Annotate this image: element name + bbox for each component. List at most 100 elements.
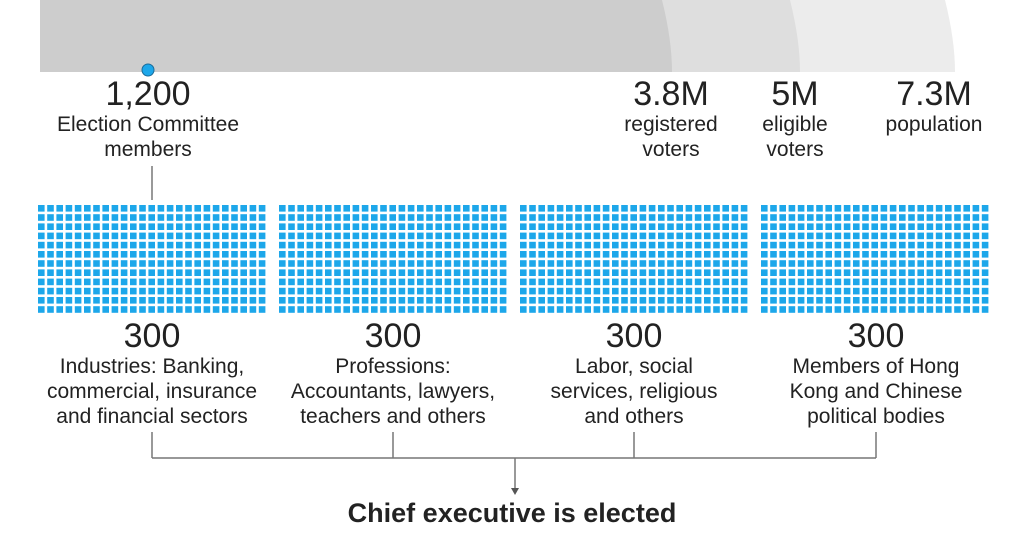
- member-square: [297, 223, 304, 230]
- member-square: [279, 241, 286, 249]
- member-square: [880, 223, 888, 230]
- member-square: [325, 278, 332, 286]
- member-square: [371, 232, 378, 240]
- member-square: [352, 260, 360, 267]
- stat-label: eligible voters: [762, 113, 828, 161]
- member-square: [945, 306, 952, 313]
- member-square: [788, 214, 796, 221]
- member-square: [166, 223, 174, 230]
- member-square: [288, 306, 295, 313]
- member-square: [203, 241, 211, 249]
- member-square: [343, 205, 350, 212]
- member-square: [871, 278, 878, 286]
- member-square: [740, 251, 748, 258]
- group-value: 300: [847, 317, 905, 355]
- member-square: [102, 269, 109, 276]
- member-square: [398, 214, 406, 221]
- member-square: [547, 223, 555, 230]
- member-square: [343, 232, 350, 240]
- member-square: [249, 269, 257, 276]
- member-square: [472, 287, 479, 295]
- member-square: [667, 260, 674, 267]
- member-square: [380, 260, 387, 267]
- member-square: [389, 278, 396, 286]
- member-square: [306, 278, 314, 286]
- member-square: [222, 306, 229, 313]
- member-square: [566, 205, 573, 212]
- member-square: [120, 297, 128, 304]
- member-square: [639, 297, 647, 304]
- member-square: [249, 232, 257, 240]
- member-square: [658, 214, 665, 221]
- member-square: [315, 214, 323, 221]
- member-square: [176, 287, 183, 295]
- member-square: [176, 251, 183, 258]
- member-square: [371, 269, 378, 276]
- member-square: [148, 232, 155, 240]
- member-square: [463, 251, 470, 258]
- group-label: Professions: Accountants, lawyers, teach…: [290, 355, 496, 428]
- member-square: [352, 223, 360, 230]
- member-square: [621, 251, 628, 258]
- member-square: [231, 269, 238, 276]
- member-square: [954, 205, 961, 212]
- member-square: [315, 260, 323, 267]
- member-square: [130, 260, 137, 267]
- member-square: [130, 269, 137, 276]
- member-square: [917, 251, 924, 258]
- member-square: [65, 251, 73, 258]
- member-square: [871, 232, 878, 240]
- member-square: [398, 297, 406, 304]
- member-square: [102, 223, 109, 230]
- group-value: 300: [364, 317, 422, 355]
- member-square: [435, 269, 442, 276]
- member-square: [981, 287, 989, 295]
- member-square: [102, 260, 109, 267]
- member-square: [816, 241, 823, 249]
- member-square: [194, 297, 201, 304]
- member-square: [566, 251, 573, 258]
- member-square: [472, 297, 479, 304]
- member-square: [389, 232, 396, 240]
- member-square: [862, 306, 869, 313]
- member-square: [212, 278, 220, 286]
- member-square: [279, 269, 286, 276]
- member-square: [380, 306, 387, 313]
- member-square: [612, 306, 619, 313]
- member-square: [453, 260, 461, 267]
- member-square: [222, 223, 229, 230]
- member-square: [297, 306, 304, 313]
- member-square: [917, 287, 924, 295]
- member-square: [231, 297, 238, 304]
- member-square: [704, 260, 711, 267]
- member-square: [306, 251, 314, 258]
- member-square: [871, 260, 878, 267]
- member-square: [685, 214, 693, 221]
- member-square: [556, 260, 564, 267]
- member-square: [676, 260, 683, 267]
- member-square: [899, 297, 906, 304]
- member-square: [834, 278, 842, 286]
- member-square: [584, 278, 591, 286]
- member-square: [417, 251, 424, 258]
- member-square: [853, 232, 860, 240]
- member-square: [407, 269, 415, 276]
- member-grid-3: [520, 205, 748, 313]
- member-square: [853, 241, 860, 249]
- member-square: [740, 287, 748, 295]
- member-square: [453, 306, 461, 313]
- member-square: [130, 297, 137, 304]
- member-square: [157, 223, 165, 230]
- member-square: [279, 223, 286, 230]
- member-square: [352, 287, 360, 295]
- member-square: [426, 306, 433, 313]
- member-square: [602, 278, 610, 286]
- member-square: [694, 269, 702, 276]
- member-square: [343, 287, 350, 295]
- member-square: [685, 269, 693, 276]
- member-square: [889, 223, 897, 230]
- member-square: [676, 241, 683, 249]
- member-square: [361, 306, 369, 313]
- member-square: [472, 232, 479, 240]
- member-square: [740, 306, 748, 313]
